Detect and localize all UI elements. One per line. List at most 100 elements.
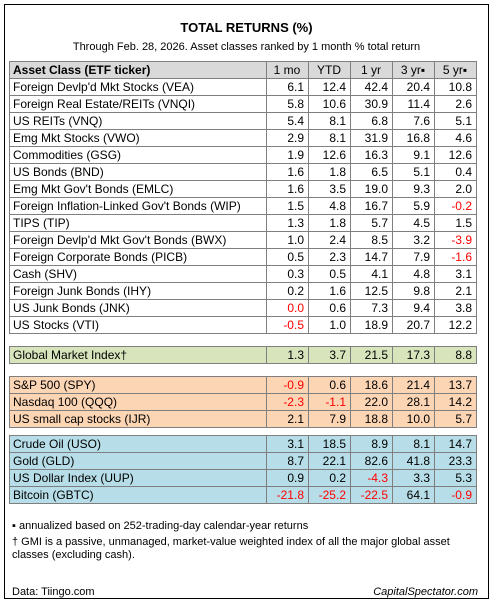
return-cell-m1: 5.8 bbox=[266, 95, 309, 113]
table-row: Foreign Inflation-Linked Gov't Bonds (WI… bbox=[9, 197, 477, 215]
asset-name-cell: TIPS (TIP) bbox=[9, 214, 267, 232]
return-cell-y3: 21.4 bbox=[392, 376, 435, 394]
return-cell-m1: -21.8 bbox=[266, 486, 309, 504]
asset-name-cell: Foreign Inflation-Linked Gov't Bonds (WI… bbox=[9, 197, 267, 215]
return-cell-y3: 5.1 bbox=[392, 163, 435, 181]
return-cell-m1: 5.4 bbox=[266, 112, 309, 130]
return-cell-ytd: 0.6 bbox=[308, 376, 351, 394]
table-row: TIPS (TIP) 1.3 1.8 5.7 4.5 1.5 bbox=[9, 214, 477, 232]
table-row: Foreign Junk Bonds (IHY) 0.2 1.6 12.5 9.8 2.1 bbox=[9, 282, 477, 300]
return-cell-y3: 4.8 bbox=[392, 265, 435, 283]
return-cell-m1: 1.6 bbox=[266, 180, 309, 198]
return-cell-y1: 21.5 bbox=[350, 346, 393, 364]
return-cell-y1: -4.3 bbox=[350, 469, 393, 487]
return-cell-y3: 64.1 bbox=[392, 486, 435, 504]
return-cell-y1: 16.7 bbox=[350, 197, 393, 215]
asset-name-cell: Crude Oil (USO) bbox=[9, 435, 267, 453]
table-row: S&P 500 (SPY) -0.9 0.6 18.6 21.4 13.7 bbox=[9, 376, 477, 394]
return-cell-y1: 8.9 bbox=[350, 435, 393, 453]
return-cell-ytd: -1.1 bbox=[308, 393, 351, 411]
data-source: Data: Tiingo.com bbox=[12, 586, 95, 598]
return-cell-ytd: 8.1 bbox=[308, 112, 351, 130]
table-row: US REITs (VNQ) 5.4 8.1 6.8 7.6 5.1 bbox=[9, 112, 477, 130]
table-row: US Stocks (VTI) -0.5 1.0 18.9 20.7 12.2 bbox=[9, 316, 477, 334]
table-row: Foreign Corporate Bonds (PICB) 0.5 2.3 14.7… bbox=[9, 248, 477, 266]
return-cell-ytd: 12.6 bbox=[308, 146, 351, 164]
asset-name-cell: US REITs (VNQ) bbox=[9, 112, 267, 130]
footnote-annualized: ▪ annualized based on 252-trading-day ca… bbox=[12, 520, 309, 532]
return-cell-m1: -0.5 bbox=[266, 316, 309, 334]
return-cell-y1: 6.5 bbox=[350, 163, 393, 181]
return-cell-y3: 7.6 bbox=[392, 112, 435, 130]
return-cell-y1: 14.7 bbox=[350, 248, 393, 266]
table-subtitle: Through Feb. 28, 2026. Asset classes ran… bbox=[72, 41, 421, 53]
return-cell-y5: -1.6 bbox=[434, 248, 477, 266]
return-cell-y5: 14.7 bbox=[434, 435, 477, 453]
return-cell-y1: 6.8 bbox=[350, 112, 393, 130]
table-header-row: Asset Class (ETF ticker) 1 mo YTD 1 yr 3… bbox=[9, 61, 477, 79]
return-cell-ytd: 1.0 bbox=[308, 316, 351, 334]
asset-name-cell: US Junk Bonds (JNK) bbox=[9, 299, 267, 317]
return-cell-y5: 0.4 bbox=[434, 163, 477, 181]
asset-name-cell: US Bonds (BND) bbox=[9, 163, 267, 181]
table-row: US Dollar Index (UUP) 0.9 0.2 -4.3 3.3 5.3 bbox=[9, 469, 477, 487]
table-row: Commodities (GSG) 1.9 12.6 16.3 9.1 12.6 bbox=[9, 146, 477, 164]
return-cell-m1: 2.9 bbox=[266, 129, 309, 147]
return-cell-ytd: 4.8 bbox=[308, 197, 351, 215]
table-row: Emg Mkt Gov't Bonds (EMLC) 1.6 3.5 19.0 9.3 2… bbox=[9, 180, 477, 198]
return-cell-m1: 1.6 bbox=[266, 163, 309, 181]
return-cell-ytd: 3.7 bbox=[308, 346, 351, 364]
return-cell-m1: 2.1 bbox=[266, 410, 309, 428]
return-cell-y5: 2.1 bbox=[434, 282, 477, 300]
gmi-table: Global Market Index† 1.3 3.7 21.5 17.3 8.8 bbox=[9, 346, 477, 364]
return-cell-y5: 3.8 bbox=[434, 299, 477, 317]
asset-name-cell: S&P 500 (SPY) bbox=[9, 376, 267, 394]
return-cell-ytd: 1.6 bbox=[308, 282, 351, 300]
table-row: Crude Oil (USO) 3.1 18.5 8.9 8.1 14.7 bbox=[9, 435, 477, 453]
return-cell-y1: 42.4 bbox=[350, 78, 393, 96]
return-cell-y5: -0.9 bbox=[434, 486, 477, 504]
column-header-3yr: 3 yr▪ bbox=[392, 61, 435, 79]
return-cell-y1: 30.9 bbox=[350, 95, 393, 113]
asset-name-cell: US Dollar Index (UUP) bbox=[9, 469, 267, 487]
return-cell-y1: 16.3 bbox=[350, 146, 393, 164]
return-cell-m1: 8.7 bbox=[266, 452, 309, 470]
table-row: Global Market Index† 1.3 3.7 21.5 17.3 8.8 bbox=[9, 346, 477, 364]
return-cell-ytd: 7.9 bbox=[308, 410, 351, 428]
return-cell-ytd: 1.8 bbox=[308, 214, 351, 232]
return-cell-y1: 12.5 bbox=[350, 282, 393, 300]
return-cell-y3: 9.8 bbox=[392, 282, 435, 300]
return-cell-y3: 17.3 bbox=[392, 346, 435, 364]
brand-credit: CapitalSpectator.com bbox=[373, 586, 478, 598]
return-cell-y3: 28.1 bbox=[392, 393, 435, 411]
return-cell-m1: 0.3 bbox=[266, 265, 309, 283]
return-cell-y3: 20.7 bbox=[392, 316, 435, 334]
return-cell-y3: 9.4 bbox=[392, 299, 435, 317]
asset-name-cell: Cash (SHV) bbox=[9, 265, 267, 283]
return-cell-ytd: 3.5 bbox=[308, 180, 351, 198]
return-cell-y3: 8.1 bbox=[392, 435, 435, 453]
return-cell-ytd: 22.1 bbox=[308, 452, 351, 470]
returns-table-panel: TOTAL RETURNS (%) Through Feb. 28, 2026.… bbox=[4, 4, 489, 599]
return-cell-ytd: 1.8 bbox=[308, 163, 351, 181]
return-cell-y5: 5.3 bbox=[434, 469, 477, 487]
return-cell-m1: 1.5 bbox=[266, 197, 309, 215]
footnotes: ▪ annualized based on 252-trading-day ca… bbox=[12, 520, 484, 565]
return-cell-y1: 22.0 bbox=[350, 393, 393, 411]
asset-name-cell: Emg Mkt Stocks (VWO) bbox=[9, 129, 267, 147]
return-cell-y5: 13.7 bbox=[434, 376, 477, 394]
table-row: US Bonds (BND) 1.6 1.8 6.5 5.1 0.4 bbox=[9, 163, 477, 181]
table-title: TOTAL RETURNS (%) bbox=[180, 20, 313, 35]
return-cell-y3: 9.1 bbox=[392, 146, 435, 164]
return-cell-y1: 82.6 bbox=[350, 452, 393, 470]
table-row: Cash (SHV) 0.3 0.5 4.1 4.8 3.1 bbox=[9, 265, 477, 283]
asset-name-cell: Gold (GLD) bbox=[9, 452, 267, 470]
return-cell-y3: 9.3 bbox=[392, 180, 435, 198]
return-cell-m1: -0.9 bbox=[266, 376, 309, 394]
return-cell-m1: 1.3 bbox=[266, 346, 309, 364]
return-cell-y3: 5.9 bbox=[392, 197, 435, 215]
return-cell-y3: 20.4 bbox=[392, 78, 435, 96]
column-header-asset-class: Asset Class (ETF ticker) bbox=[9, 61, 267, 79]
return-cell-m1: 0.2 bbox=[266, 282, 309, 300]
return-cell-y3: 4.5 bbox=[392, 214, 435, 232]
